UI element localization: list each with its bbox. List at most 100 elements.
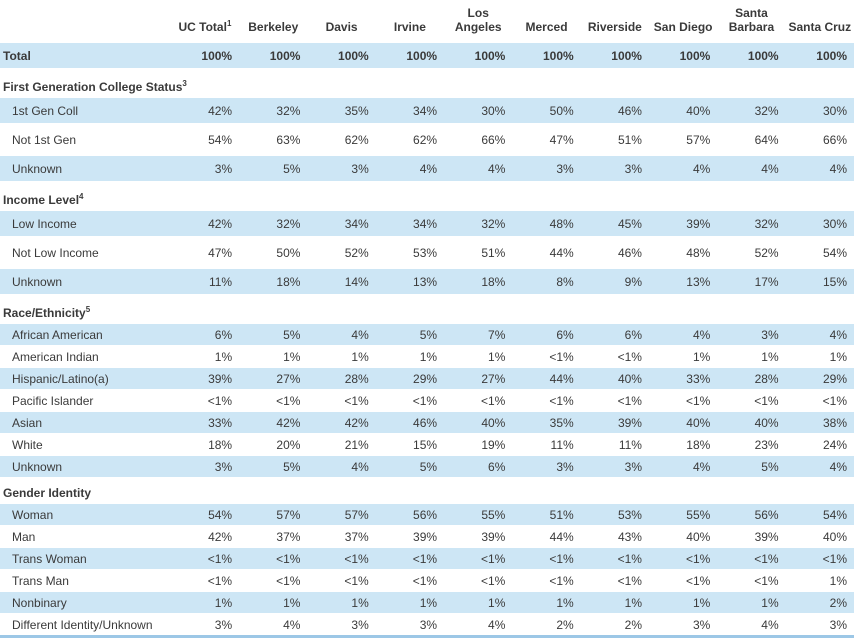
data-cell: 34% (375, 98, 445, 127)
footnote-superscript: 1 (226, 19, 232, 28)
data-cell: 39% (375, 525, 445, 548)
column-header: Berkeley (239, 0, 308, 43)
footnote-superscript: 4 (79, 192, 84, 201)
data-cell: 32% (717, 98, 786, 127)
data-cell: 28% (717, 367, 786, 390)
data-cell: 46% (580, 98, 649, 127)
data-cell: 42% (170, 98, 240, 127)
data-cell: 5% (717, 455, 786, 478)
data-cell: 30% (444, 98, 513, 127)
data-row: Unknown 3% 5% 4% 5% 6% 3% 3% 4% 5% 4% (0, 455, 854, 478)
data-cell: <1% (512, 569, 581, 592)
data-cell: 34% (307, 211, 376, 240)
data-cell: 4% (785, 324, 854, 346)
data-cell: 34% (375, 211, 445, 240)
column-header: Davis (307, 0, 376, 43)
data-cell: 3% (580, 455, 649, 478)
data-cell: 100% (170, 43, 240, 72)
data-cell: 8% (512, 267, 581, 298)
data-cell: 13% (648, 267, 718, 298)
data-cell: <1% (717, 389, 786, 412)
data-cell: 40% (648, 98, 718, 127)
header-row: UC Total1 Berkeley Davis Irvine Los Angeles M… (0, 0, 854, 43)
data-cell: 57% (239, 504, 308, 526)
row-label: Woman (0, 504, 171, 526)
data-cell: <1% (717, 547, 786, 570)
data-cell: 44% (512, 367, 581, 390)
data-cell: 1% (648, 345, 718, 368)
data-cell: 100% (717, 43, 786, 72)
data-cell: 39% (170, 367, 240, 390)
data-cell: 4% (785, 154, 854, 185)
data-cell: <1% (307, 547, 376, 570)
data-cell: 1% (239, 345, 308, 368)
data-cell: 4% (239, 613, 308, 637)
data-cell: 28% (307, 367, 376, 390)
data-cell: 1% (444, 591, 513, 614)
data-cell: 4% (648, 324, 718, 346)
data-cell: 30% (785, 98, 854, 127)
data-cell: <1% (375, 547, 445, 570)
data-cell: 51% (444, 238, 513, 269)
row-label: American Indian (0, 345, 171, 368)
data-cell: 37% (307, 525, 376, 548)
data-cell: 27% (239, 367, 308, 390)
data-cell: 7% (444, 324, 513, 346)
data-cell: 47% (512, 125, 581, 156)
data-cell: <1% (239, 547, 308, 570)
data-cell: 30% (785, 211, 854, 240)
data-cell: 39% (648, 211, 718, 240)
data-cell: 2% (785, 591, 854, 614)
column-header: San Diego (648, 0, 718, 43)
data-cell: 6% (580, 324, 649, 346)
data-cell: 3% (648, 613, 718, 637)
data-cell: 45% (580, 211, 649, 240)
section-header-row: Gender Identity (0, 477, 854, 504)
data-cell: 40% (580, 367, 649, 390)
data-cell: 64% (717, 125, 786, 156)
data-cell: 6% (512, 324, 581, 346)
data-cell: 18% (648, 433, 718, 456)
data-cell: 42% (170, 211, 240, 240)
data-cell: 24% (785, 433, 854, 456)
data-cell: <1% (239, 569, 308, 592)
data-cell: 52% (307, 238, 376, 269)
data-cell: 4% (444, 154, 513, 185)
data-cell: 40% (648, 411, 718, 434)
column-header: Santa Cruz (785, 0, 854, 43)
section-header-row: Income Level4 (0, 183, 854, 211)
row-label: African American (0, 324, 171, 346)
data-cell: 50% (239, 238, 308, 269)
data-cell: <1% (785, 389, 854, 412)
data-cell: 4% (307, 324, 376, 346)
row-label-column-header (0, 0, 171, 43)
data-cell: 1% (648, 591, 718, 614)
data-cell: 6% (170, 324, 240, 346)
column-header: Irvine (375, 0, 445, 43)
data-cell: 29% (375, 367, 445, 390)
data-cell: 1% (785, 569, 854, 592)
data-cell: 3% (307, 154, 376, 185)
data-cell: 100% (307, 43, 376, 72)
data-row: Asian 33% 42% 42% 46% 40% 35% 39% 40% 40% 38% (0, 411, 854, 434)
data-cell: 3% (170, 613, 240, 637)
data-cell: 32% (239, 98, 308, 127)
section-title: Gender Identity (0, 477, 854, 504)
data-cell: 13% (375, 267, 445, 298)
row-label: Man (0, 525, 171, 548)
data-cell: <1% (307, 569, 376, 592)
data-cell: 44% (512, 238, 581, 269)
data-cell: 11% (580, 433, 649, 456)
data-cell: 23% (717, 433, 786, 456)
data-row: American Indian 1% 1% 1% 1% 1% <1% <1% 1% 1% 1% (0, 345, 854, 368)
row-label: White (0, 433, 171, 456)
data-cell: 39% (444, 525, 513, 548)
data-cell: 32% (444, 211, 513, 240)
data-cell: 5% (239, 154, 308, 185)
data-cell: <1% (444, 547, 513, 570)
data-cell: 1% (307, 345, 376, 368)
data-cell: 44% (512, 525, 581, 548)
data-row: White 18% 20% 21% 15% 19% 11% 11% 18% 23% 24% (0, 433, 854, 456)
data-cell: 48% (648, 238, 718, 269)
data-cell: 54% (170, 125, 240, 156)
